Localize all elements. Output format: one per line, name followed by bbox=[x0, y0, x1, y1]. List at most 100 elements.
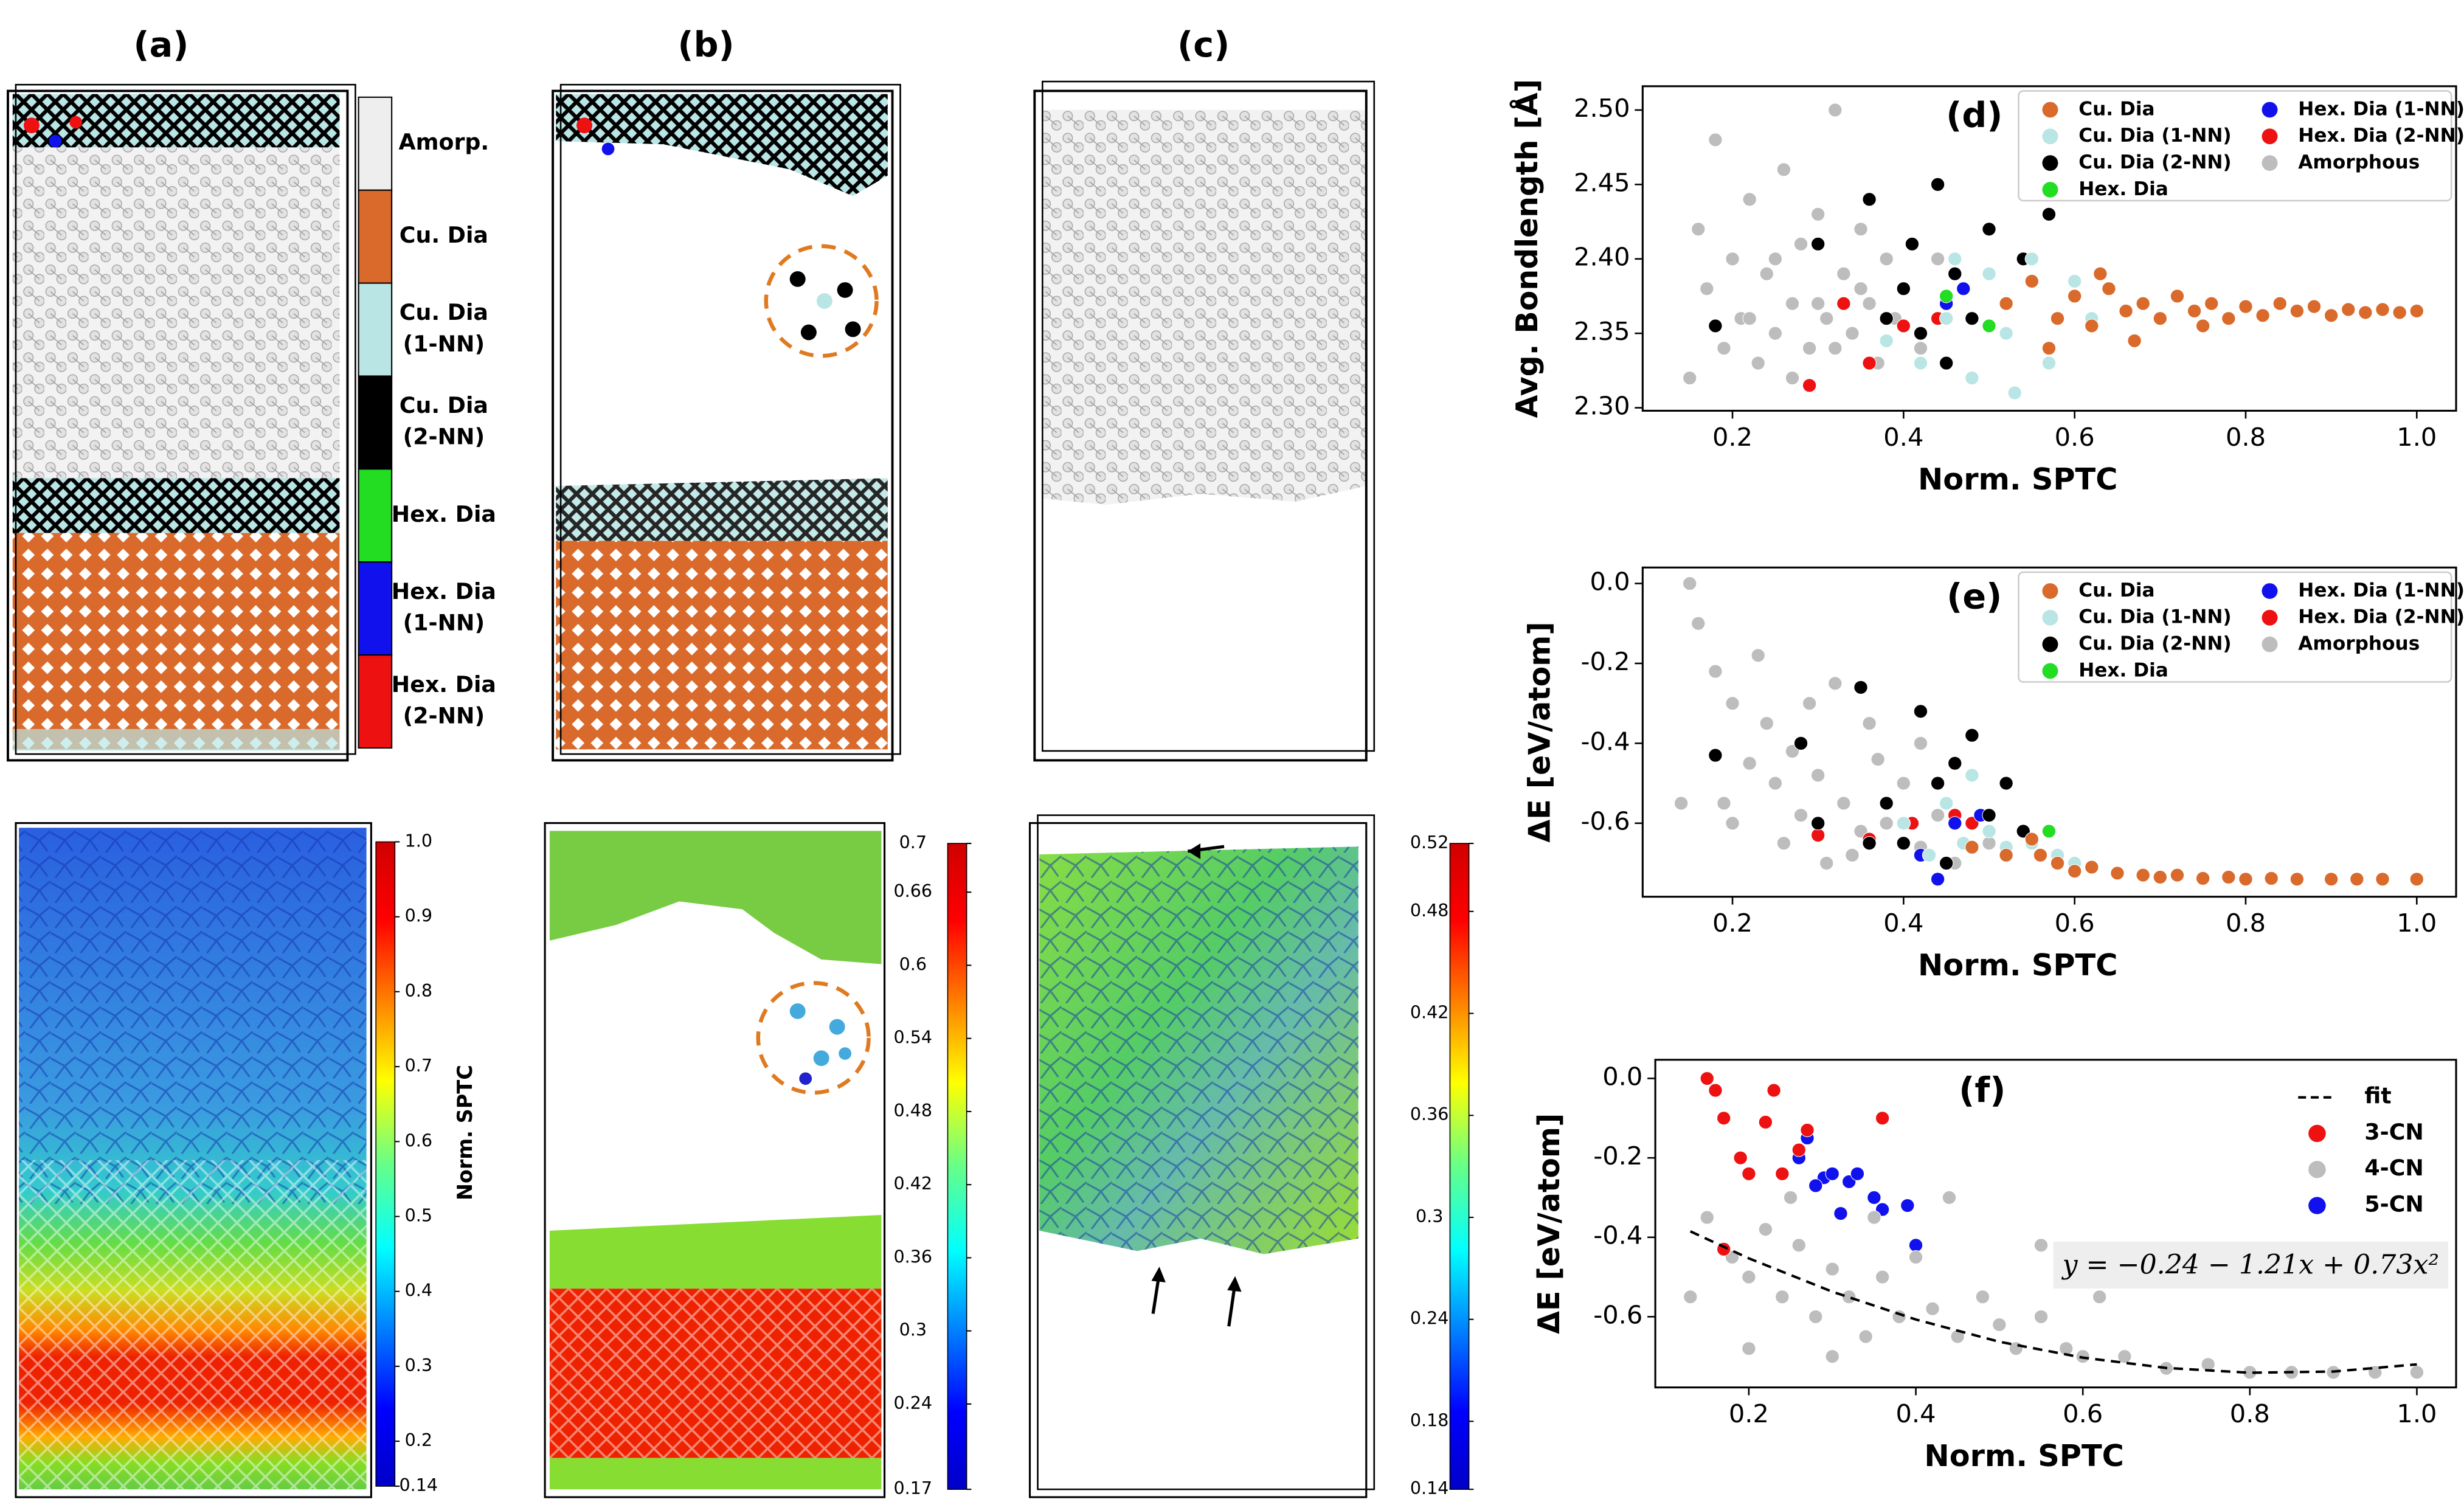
scatter-point bbox=[1759, 716, 1774, 731]
scatter-point bbox=[2092, 1290, 2107, 1304]
x-tick-label: 0.6 bbox=[2063, 1399, 2103, 1428]
plot bbox=[1683, 1071, 2424, 1380]
colorbar-tick-label: 0.42 bbox=[894, 1174, 933, 1194]
scatter-point bbox=[1793, 736, 1808, 750]
scatter-point bbox=[1819, 311, 1834, 326]
scatter-point bbox=[1793, 808, 1808, 823]
scatter-point bbox=[1700, 1210, 1714, 1225]
colorbar bbox=[375, 841, 396, 1487]
structure-b bbox=[552, 83, 901, 762]
scatter-point bbox=[1879, 311, 1894, 326]
scatter-point bbox=[1982, 319, 1996, 333]
scatter-point bbox=[2119, 303, 2133, 319]
scatter-point bbox=[1836, 796, 1851, 811]
scatter-point bbox=[1913, 356, 1928, 370]
scatter-point bbox=[1717, 1242, 1731, 1256]
x-tick-label: 0.6 bbox=[2055, 908, 2095, 938]
legend-swatch bbox=[358, 96, 393, 191]
x-tick-label: 0.2 bbox=[1712, 423, 1753, 452]
colorbar-tick-label: 0.18 bbox=[1410, 1410, 1449, 1430]
scatter-point bbox=[1725, 816, 1740, 831]
scatter-point bbox=[2050, 311, 2065, 326]
plot bbox=[1673, 576, 2424, 887]
legend-label: Hex. Dia bbox=[392, 671, 496, 697]
scatter-point bbox=[1853, 680, 1868, 694]
y-tick-label: 2.35 bbox=[1574, 317, 1630, 346]
scatter-point bbox=[2187, 303, 2202, 319]
colorbar-tick-label: 0.24 bbox=[1410, 1309, 1449, 1329]
legend-label: fit bbox=[2364, 1083, 2391, 1109]
colorbar-tick-label: 0.2 bbox=[405, 1430, 432, 1450]
scatter-point bbox=[1982, 836, 1996, 851]
scatter-point bbox=[1842, 1290, 1857, 1304]
scatter-point bbox=[1775, 1290, 1790, 1304]
panel-label: (f) bbox=[1959, 1071, 2005, 1111]
legend-marker bbox=[2042, 609, 2058, 626]
fit-line bbox=[1689, 1230, 2417, 1374]
legend-label: (1-NN) bbox=[403, 331, 485, 357]
scatter-point bbox=[1867, 1190, 1881, 1205]
scatter-point bbox=[1742, 192, 1757, 207]
legend-marker bbox=[2042, 636, 2058, 652]
scatter-point bbox=[2324, 872, 2339, 887]
scatter-point bbox=[2409, 1365, 2424, 1380]
legend-label: Hex. Dia (2-NN) bbox=[2298, 125, 2464, 147]
y-tick-label: 2.40 bbox=[1574, 243, 1630, 272]
scatter-point bbox=[1913, 326, 1928, 341]
scatter-point bbox=[1913, 704, 1928, 719]
legend-swatch bbox=[358, 375, 393, 470]
scatter-point bbox=[1975, 1290, 1990, 1304]
scatter-point bbox=[2067, 864, 2082, 879]
scatter-point bbox=[1965, 371, 1979, 386]
structure-b-sptc bbox=[544, 822, 886, 1498]
legend-marker bbox=[2042, 583, 2058, 599]
scatter-point bbox=[1725, 696, 1740, 711]
scatter-point bbox=[1965, 728, 1979, 742]
scatter-point bbox=[1717, 341, 1731, 356]
scatter-point bbox=[1742, 311, 1757, 326]
scatter-point bbox=[1793, 237, 1808, 251]
legend-marker bbox=[2308, 1197, 2326, 1214]
scatter-point bbox=[1879, 333, 1894, 348]
legend-label: Hex. Dia bbox=[2078, 178, 2168, 200]
scatter-point bbox=[1810, 828, 1826, 843]
scatter-point bbox=[1768, 776, 1783, 791]
scatter-point bbox=[1808, 1178, 1823, 1193]
x-tick-label: 0.2 bbox=[1729, 1399, 1769, 1428]
x-tick-label: 1.0 bbox=[2397, 1399, 2437, 1428]
scatter-point bbox=[1875, 1270, 1890, 1284]
scatter-point bbox=[2409, 872, 2424, 887]
scatter-point bbox=[1999, 326, 2013, 341]
legend-marker bbox=[2042, 182, 2058, 198]
colorbar-tick-label: 0.3 bbox=[1416, 1206, 1443, 1226]
scatter-point bbox=[2238, 872, 2253, 887]
scatter-point bbox=[1683, 576, 1697, 591]
scatter-point bbox=[2050, 856, 2065, 871]
legend-marker bbox=[2042, 128, 2058, 145]
scatter-point bbox=[1879, 816, 1894, 831]
scatter-point bbox=[1905, 237, 1920, 251]
scatter-point bbox=[2170, 289, 2185, 303]
scatter-point bbox=[2033, 1309, 2049, 1324]
scatter-point bbox=[1982, 266, 1996, 281]
scatter-point bbox=[1776, 836, 1791, 851]
scatter-point bbox=[1758, 1115, 1773, 1129]
x-tick-label: 0.6 bbox=[2055, 423, 2095, 452]
colorbar-tick-label: 0.48 bbox=[894, 1101, 933, 1121]
x-tick-label: 1.0 bbox=[2397, 423, 2437, 452]
structure-a bbox=[7, 83, 356, 762]
colorbar bbox=[1449, 843, 1470, 1490]
scatter-point bbox=[1908, 1250, 1923, 1265]
scatter-point bbox=[2350, 872, 2364, 887]
scatter-point bbox=[1992, 1317, 2007, 1332]
legend-marker bbox=[2042, 102, 2058, 118]
colorbar-tick-label: 0.3 bbox=[899, 1320, 927, 1340]
scatter-point bbox=[1999, 296, 2013, 311]
legend-label: 4-CN bbox=[2364, 1155, 2424, 1181]
legend-label: Cu. Dia bbox=[400, 299, 488, 325]
scatter-point bbox=[2067, 289, 2082, 303]
y-tick-label: 2.50 bbox=[1574, 94, 1630, 123]
scatter-point bbox=[1956, 282, 1971, 296]
scatter-point bbox=[1999, 776, 2013, 791]
scatter-point bbox=[2170, 868, 2185, 882]
